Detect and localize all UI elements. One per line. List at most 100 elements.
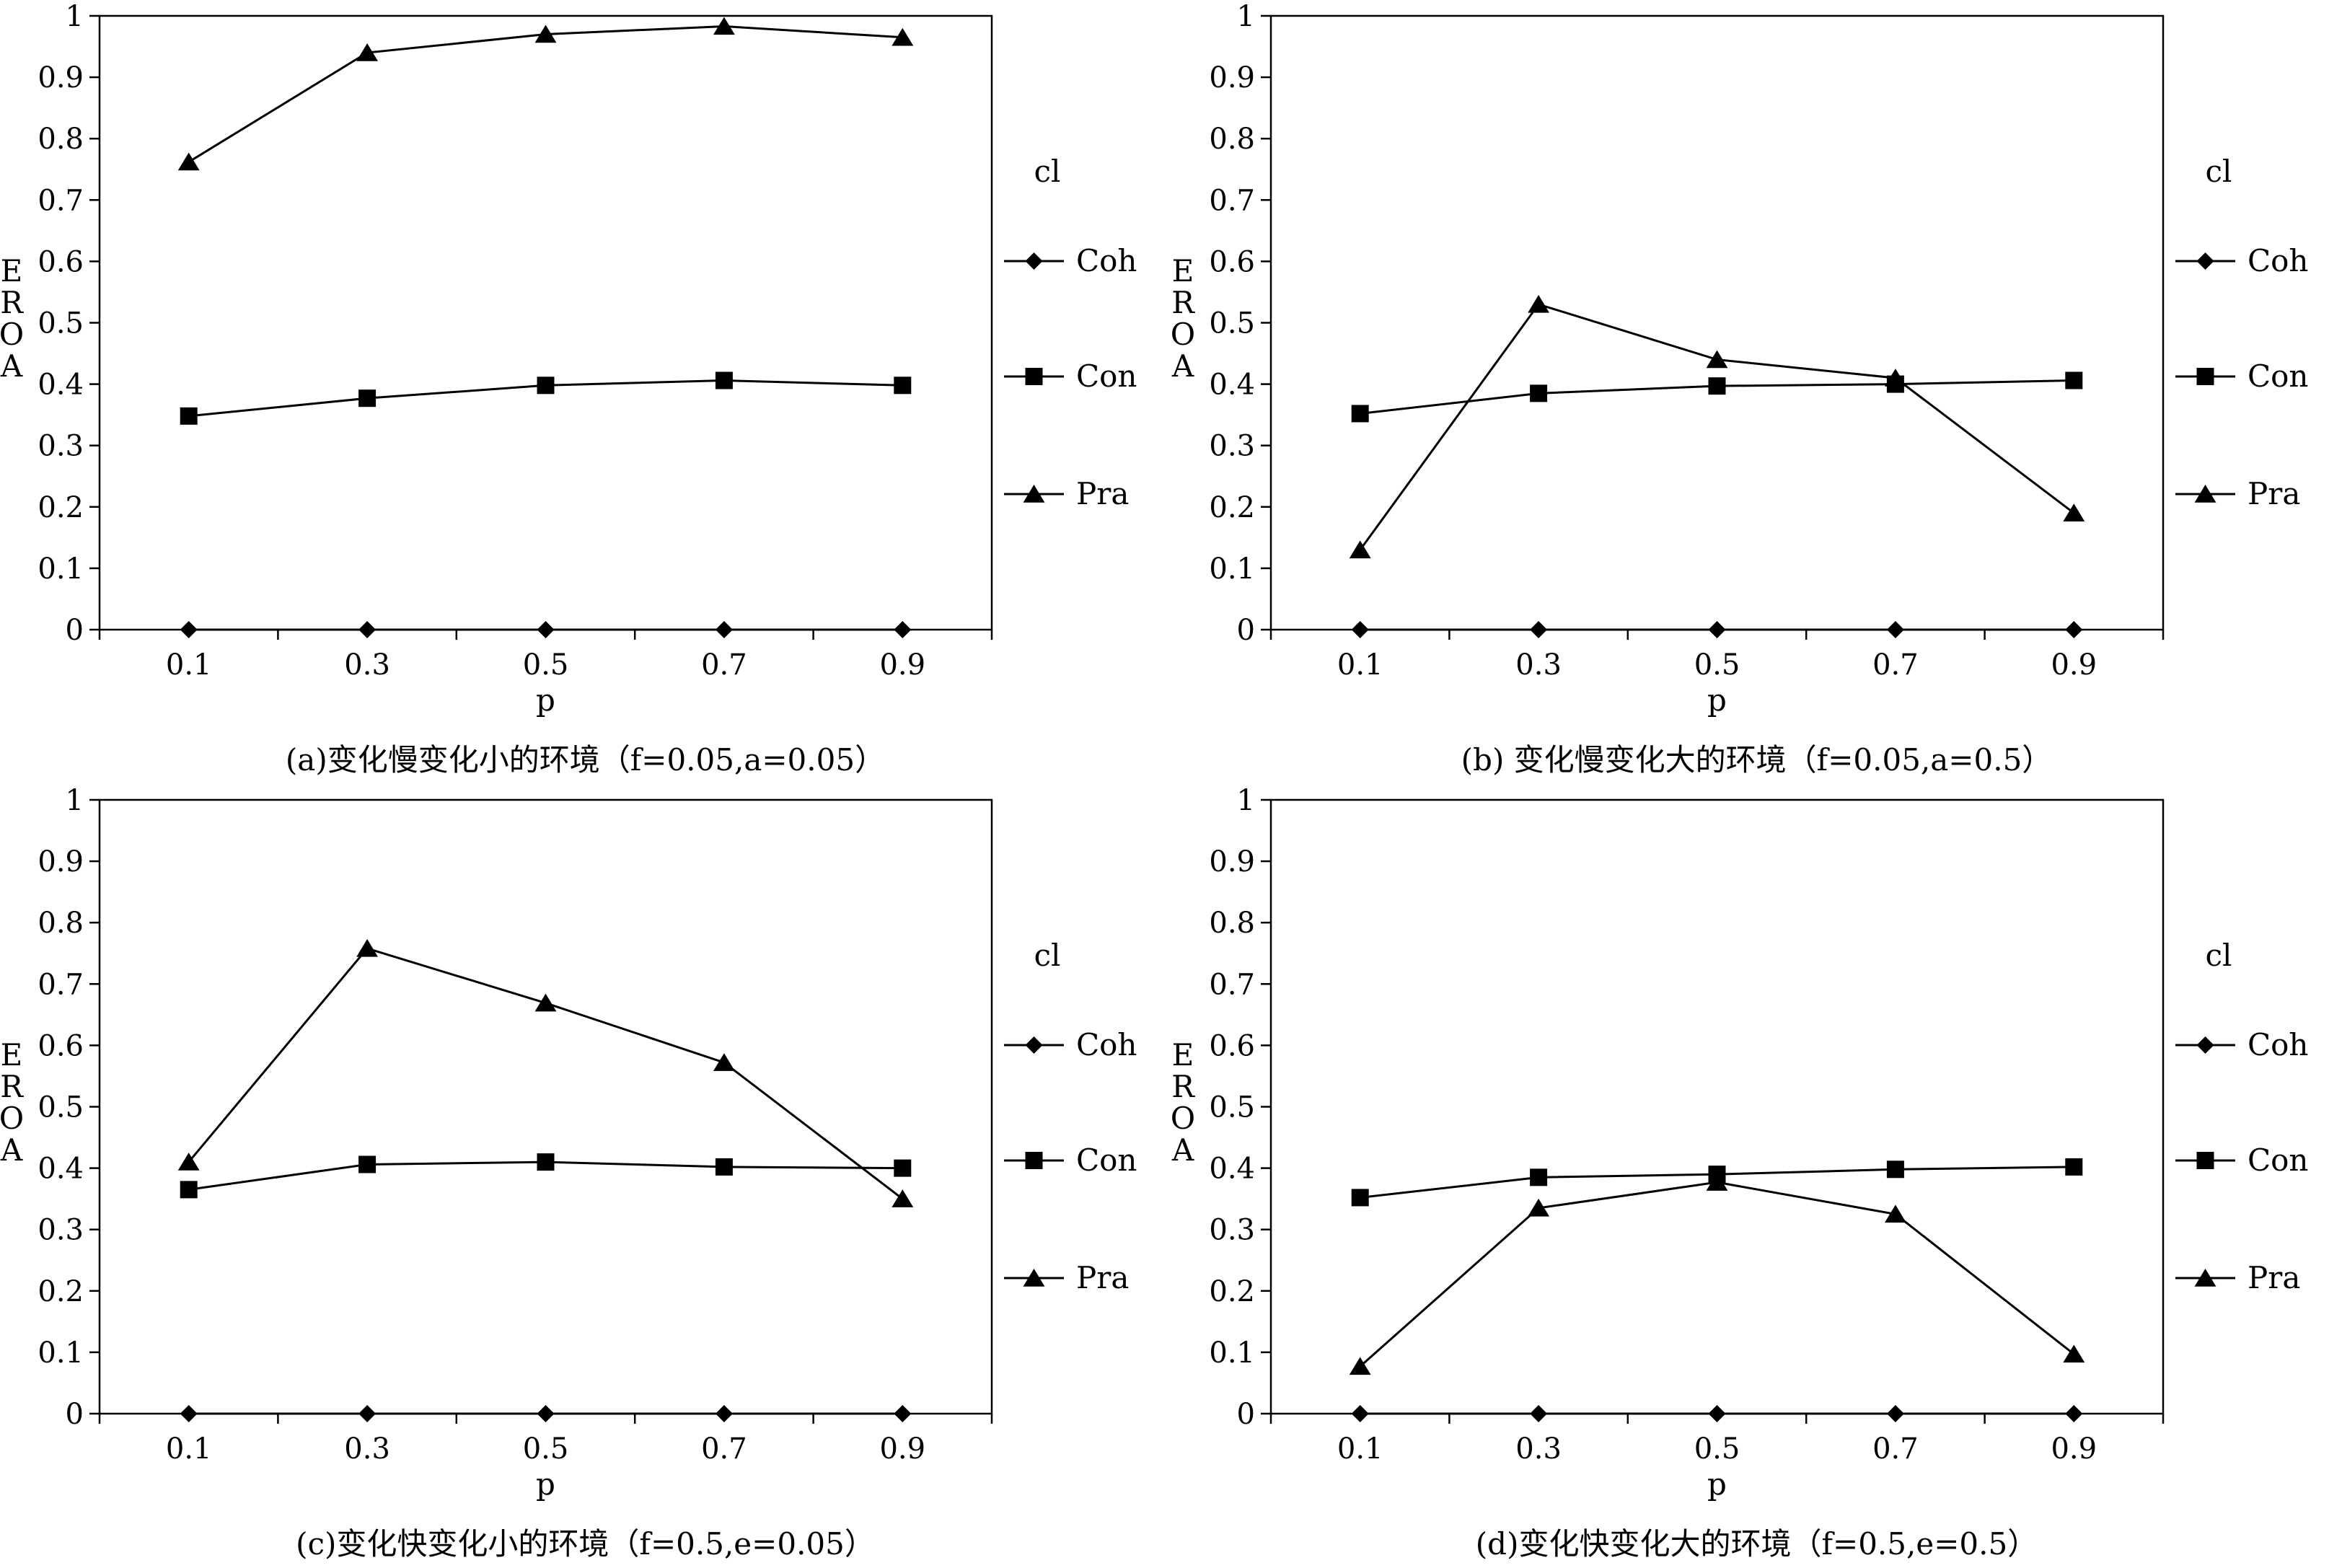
y-tick-label: 1 (66, 784, 84, 817)
data-point-con (1351, 405, 1369, 423)
data-point-con (537, 376, 555, 395)
data-point-coh (1886, 1405, 1904, 1422)
plot-frame (98, 14, 993, 631)
data-point-pra (1706, 350, 1728, 369)
y-tick-label: 0.8 (1209, 907, 1255, 940)
legend-marker-pra (2194, 485, 2216, 503)
legend-marker-pra (2194, 1269, 2216, 1287)
x-tick-label: 0.5 (1694, 1432, 1740, 1466)
y-axis-label-letter: R (0, 1069, 24, 1104)
data-point-con (2065, 371, 2083, 389)
x-tick-label: 0.3 (1515, 648, 1562, 682)
legend-label-coh: Coh (1076, 243, 1137, 278)
legend-title: cl (2206, 938, 2232, 973)
x-tick-label: 0.3 (1515, 1432, 1562, 1466)
y-tick-label: 0.7 (38, 968, 84, 1001)
y-tick-label: 0.4 (38, 369, 84, 402)
x-tick-label: 0.9 (879, 1432, 925, 1466)
data-point-pra (1884, 1204, 1906, 1223)
data-point-con (1886, 1160, 1904, 1179)
y-tick-label: 0.8 (1209, 123, 1255, 156)
y-axis-label-letter: O (0, 1101, 24, 1136)
chart-panel-d: 0 0.1 0.2 0.3 0.4 0.5 0.6 0.7 0.8 0.9 1 0.1 0.3 0.5 0.… (1171, 784, 2342, 1568)
chart-svg-a: 0 0.1 0.2 0.3 0.4 0.5 0.6 0.7 0.8 0.9 1 0.1 0.3 0.5 0.… (0, 0, 1137, 718)
y-tick-label: 0.5 (38, 307, 84, 340)
y-axis-label-letter: O (0, 317, 24, 352)
legend-label-con: Con (2248, 1142, 2308, 1178)
y-tick-label: 0.7 (1209, 968, 1255, 1001)
legend-label-pra: Pra (1076, 476, 1129, 511)
data-point-coh (1708, 621, 1726, 638)
data-point-coh (715, 1405, 733, 1422)
data-point-pra (534, 993, 557, 1012)
y-tick-label: 0.5 (1209, 1091, 1255, 1124)
legend-label-con: Con (2248, 358, 2308, 394)
legend-marker-coh (1025, 1036, 1043, 1054)
legend-marker-con (2196, 368, 2214, 385)
y-tick-label: 0.7 (1209, 184, 1255, 217)
data-point-pra (713, 17, 735, 35)
legend-marker-pra (1023, 485, 1045, 503)
legend-marker-pra (1023, 1269, 1045, 1287)
data-point-pra (1349, 1357, 1371, 1375)
data-point-pra (356, 938, 379, 957)
y-tick-label: 0.4 (1209, 369, 1255, 402)
y-tick-label: 1 (1237, 784, 1255, 817)
y-tick-label: 0.6 (1209, 1029, 1255, 1062)
y-axis-label-letter: E (1, 253, 23, 289)
x-tick-label: 0.9 (879, 648, 925, 682)
series-line-pra (188, 25, 903, 163)
y-tick-label: 0.6 (38, 245, 84, 278)
y-axis-label-letter: R (1171, 1069, 1195, 1104)
data-point-pra (1528, 1198, 1550, 1217)
y-tick-label: 0.1 (38, 552, 84, 586)
legend-marker-con (1025, 1152, 1043, 1169)
legend-marker-con (2196, 1152, 2214, 1169)
data-point-con (894, 1159, 912, 1177)
data-point-coh (358, 621, 377, 638)
y-tick-label: 0.1 (1209, 1336, 1255, 1370)
data-point-con (894, 376, 912, 395)
y-tick-label: 0 (66, 1398, 84, 1431)
legend-marker-con (1025, 368, 1043, 385)
x-tick-label: 0.9 (2051, 648, 2097, 682)
y-tick-label: 0.8 (38, 123, 84, 156)
y-tick-label: 0.4 (1209, 1153, 1255, 1186)
y-tick-label: 0.1 (1209, 552, 1255, 586)
y-tick-label: 0.6 (38, 1029, 84, 1062)
y-axis-label-letter: O (1171, 1101, 1195, 1136)
y-tick-label: 0.8 (38, 907, 84, 940)
y-tick-label: 0.2 (1209, 491, 1255, 524)
y-tick-label: 0 (1237, 1398, 1255, 1431)
y-tick-label: 0.6 (1209, 245, 1255, 278)
legend-title: cl (2206, 154, 2232, 189)
legend-label-coh: Coh (2248, 243, 2308, 278)
legend-label-pra: Pra (2248, 1260, 2300, 1295)
data-point-pra (892, 27, 914, 46)
data-point-coh (1708, 1405, 1726, 1422)
data-point-pra (1349, 540, 1371, 559)
chart-caption-b: (b) 变化慢变化大的环境（f=0.05,a=0.5） (1461, 742, 2053, 778)
y-tick-label: 0.9 (1209, 845, 1255, 878)
data-point-con (715, 1158, 733, 1176)
legend-marker-coh (2196, 252, 2214, 270)
x-tick-label: 0.7 (701, 1432, 747, 1466)
y-tick-label: 0.9 (38, 845, 84, 878)
chart-panel-b: 0 0.1 0.2 0.3 0.4 0.5 0.6 0.7 0.8 0.9 1 0.1 0.3 0.5 0.… (1171, 0, 2342, 784)
y-tick-label: 0.9 (1209, 61, 1255, 94)
y-axis-label-letter: A (1171, 1132, 1194, 1168)
x-tick-label: 0.7 (701, 648, 747, 682)
data-point-pra (2063, 503, 2085, 522)
x-axis-label: p (1707, 1466, 1727, 1502)
chart-caption-c: (c)变化快变化小的环境（f=0.5,e=0.05） (296, 1526, 875, 1562)
data-point-coh (2065, 1405, 2083, 1422)
y-tick-label: 0.9 (38, 61, 84, 94)
data-point-coh (2065, 621, 2083, 638)
y-axis-label-letter: O (1171, 317, 1195, 352)
data-point-con (1530, 384, 1548, 402)
data-point-coh (1530, 621, 1548, 638)
x-tick-label: 0.5 (523, 1432, 569, 1466)
legend-label-con: Con (1076, 358, 1137, 394)
legend-label-pra: Pra (2248, 476, 2300, 511)
x-axis-label: p (1707, 682, 1727, 718)
